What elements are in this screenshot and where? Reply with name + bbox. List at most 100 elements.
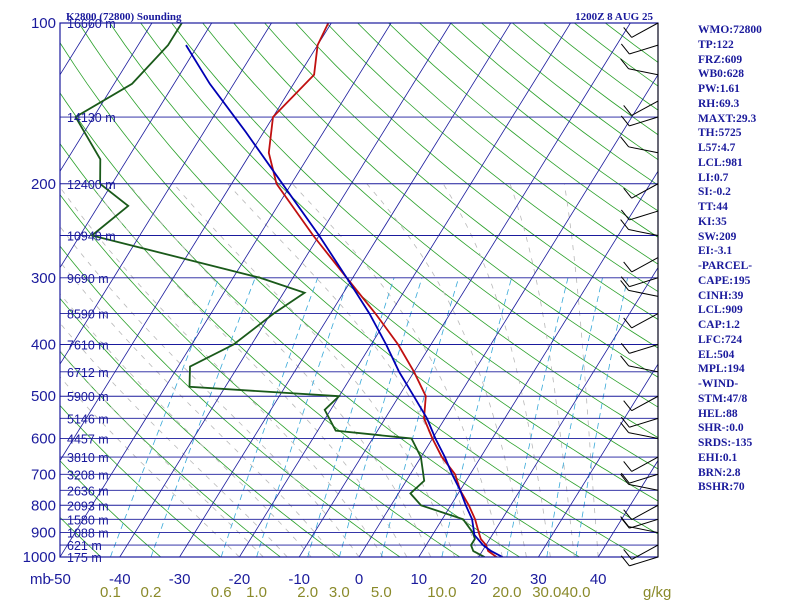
pressure-tick-label: 1000: [23, 549, 56, 566]
height-label: 175 m: [67, 551, 102, 565]
height-label: 4457 m: [67, 433, 109, 447]
sounding-traces: [74, 23, 503, 557]
moist-adiabat-line: [89, 183, 408, 557]
wind-barb: [629, 518, 659, 529]
index-item: WMO:72800: [698, 24, 762, 36]
isotherm-line: [239, 23, 571, 557]
mixing-ratio-label: 3.0: [329, 584, 350, 600]
mixing-ratio-label: 0.2: [141, 584, 162, 600]
temperature-tick-label: 0: [355, 571, 363, 588]
temperature-tick-label: -50: [49, 571, 71, 588]
mixing-ratio-line: [380, 277, 460, 557]
index-item: RH:69.3: [698, 97, 740, 110]
wind-barb: [628, 365, 659, 373]
pressure-tick-label: 300: [31, 270, 56, 287]
index-item: MAXT:29.3: [698, 112, 757, 125]
index-item: PW:1.61: [698, 83, 740, 95]
temperature-tick-label: -40: [109, 571, 131, 588]
isotherm-line: [538, 363, 658, 557]
index-item: EI:-3.1: [698, 245, 733, 258]
height-label: 14130 m: [67, 111, 116, 125]
wind-barb-flag: [623, 509, 633, 520]
moist-adiabat-line: [128, 183, 432, 557]
index-item: CAPE:195: [698, 274, 751, 287]
pressure-tick-label: 100: [31, 15, 56, 32]
temperature-tick-label: -10: [288, 571, 310, 588]
wind-barb-flag: [620, 276, 630, 287]
index-item: TH:5725: [698, 127, 742, 140]
isotherm-line: [60, 23, 392, 557]
observation-time: 1200Z 8 AUG 25: [575, 11, 653, 23]
mixing-ratio-label: 5.0: [371, 584, 392, 600]
isotherm-line: [0, 23, 32, 557]
index-item: FRZ:609: [698, 53, 743, 66]
pressure-tick-label: 500: [31, 388, 56, 405]
wind-barb: [629, 44, 659, 55]
wind-barb: [628, 432, 659, 440]
temperature-tick-label: -30: [169, 571, 191, 588]
index-item: LCL:909: [698, 304, 743, 317]
temperature-tick-label: 40: [590, 571, 607, 588]
wind-barb: [628, 526, 659, 534]
wind-barb-flag: [623, 27, 633, 38]
height-label: 5900 m: [67, 390, 109, 404]
wind-barb-flag: [620, 355, 629, 367]
height-label: 5146 m: [67, 412, 109, 426]
index-item: HEL:88: [698, 407, 738, 420]
temperature-tick-label: 30: [530, 571, 547, 588]
pressure-tick-label: 700: [31, 466, 56, 483]
index-item: -PARCEL-: [698, 260, 753, 272]
wind-barb-flag: [620, 219, 629, 230]
diagram-grid: [0, 23, 658, 557]
index-item: SRDS:-135: [698, 437, 753, 449]
moist-adiabat-line: [563, 183, 599, 557]
wind-barb: [629, 556, 659, 567]
wind-barb: [629, 277, 659, 288]
height-label: 3810 m: [67, 451, 109, 465]
height-label: 3208 m: [67, 468, 109, 482]
wind-barb: [628, 68, 659, 76]
wind-barb: [631, 544, 659, 560]
index-item: WB0:628: [698, 68, 744, 81]
index-item: EHI:0.1: [698, 451, 738, 464]
plot-frame: [59, 22, 659, 558]
wind-barb: [628, 289, 659, 297]
wind-barb-flag: [620, 474, 629, 485]
height-label: 2093 m: [67, 499, 109, 513]
temperature-tick-label: 20: [470, 571, 487, 588]
wind-barb: [631, 395, 659, 412]
wind-barb-flag: [620, 280, 629, 291]
temperature-tick-label: 10: [410, 571, 427, 588]
wind-barb: [629, 417, 659, 428]
dry-adiabat-line: [78, 23, 658, 535]
wind-barb: [631, 183, 659, 199]
isotherm-line: [60, 23, 272, 365]
isotherm-line: [298, 23, 631, 557]
mixing-ratio-label: 40.0: [561, 584, 590, 600]
wind-barb-flag: [620, 416, 630, 428]
index-item: CINH:39: [698, 289, 744, 302]
index-item: TP:122: [698, 38, 734, 51]
mixing-ratio-line: [150, 277, 256, 557]
isotherm-line: [60, 23, 332, 462]
isotherm-line: [358, 74, 658, 557]
pressure-tick-label: 800: [31, 497, 56, 514]
mixing-ratio-label: 20.0: [492, 584, 521, 600]
pressure-tick-label: 400: [31, 337, 56, 354]
index-item: LFC:724: [698, 333, 743, 346]
wind-barb: [629, 344, 659, 354]
mixing-ratio-label: 30.0: [532, 584, 561, 600]
isotherm-line: [119, 23, 452, 557]
wind-barb: [631, 456, 659, 472]
height-label: 9690 m: [67, 272, 109, 286]
mixing-ratio-line: [506, 277, 569, 557]
pressure-tick-label: 900: [31, 525, 56, 542]
wind-barb: [631, 504, 659, 521]
wind-barb-flag: [620, 209, 630, 221]
height-label: 1580 m: [67, 513, 109, 527]
wind-barb-flag: [623, 261, 633, 273]
mixing-ratio-label: 0.1: [100, 584, 121, 600]
height-label: 1088 m: [67, 527, 109, 541]
isotherm-line: [60, 23, 213, 269]
index-item: SW:209: [698, 230, 737, 243]
